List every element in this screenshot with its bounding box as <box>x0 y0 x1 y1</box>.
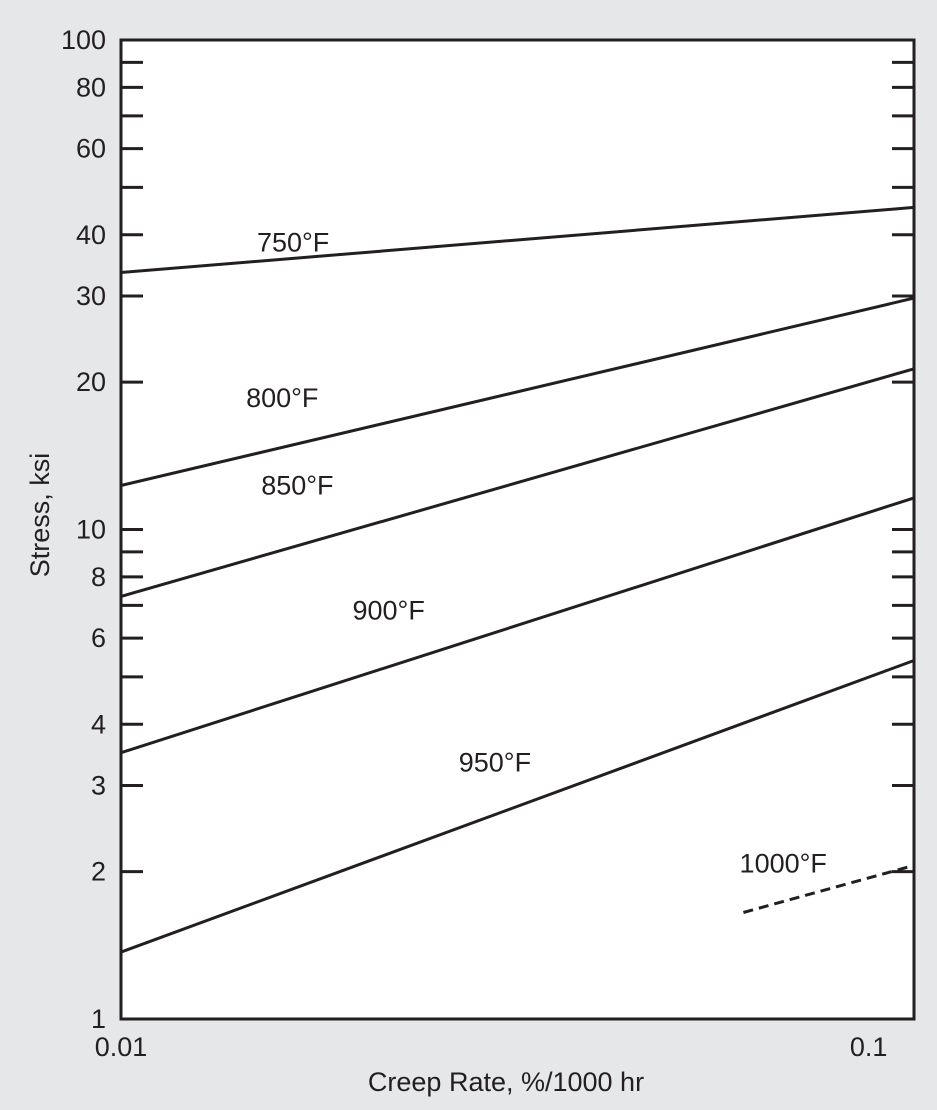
y-tick-label-6: 6 <box>91 623 106 653</box>
series-line-950f <box>120 659 915 954</box>
y-tick-label-80: 80 <box>76 72 106 102</box>
y-tick-label-40: 40 <box>76 220 106 250</box>
y-axis-title: Stress, ksi <box>25 453 55 578</box>
series-label-900f: 900°F <box>352 595 424 625</box>
y-tick-label-8: 8 <box>91 562 106 592</box>
x-tick-label-0.1: 0.1 <box>850 1032 888 1062</box>
series-line-900f <box>120 496 915 755</box>
series-line-1000f <box>743 863 915 914</box>
y-tick-label-10: 10 <box>76 515 106 545</box>
y-tick-label-2: 2 <box>91 857 106 887</box>
plot-layer <box>119 38 916 1021</box>
series-layer <box>120 205 915 954</box>
plot-area-frame <box>119 38 916 1021</box>
x-tick-label-0.01: 0.01 <box>95 1032 148 1062</box>
tick-layer: 1 2 3 4 6 8 10 20 30 40 60 80 100 0.01 0.1 <box>61 25 914 1062</box>
y-tick-label-1: 1 <box>91 1004 106 1034</box>
y-tick-label-60: 60 <box>76 134 106 164</box>
series-line-750f <box>120 205 915 274</box>
series-label-950f: 950°F <box>459 748 531 778</box>
series-label-750f: 750°F <box>257 227 329 257</box>
series-label-1000f: 1000°F <box>740 849 827 879</box>
series-label-850f: 850°F <box>261 470 333 500</box>
series-label-800f: 800°F <box>246 383 318 413</box>
series-line-850f <box>120 367 915 598</box>
x-axis-title: Creep Rate, %/1000 hr <box>368 1067 644 1097</box>
series-line-800f <box>120 296 915 487</box>
y-tick-label-3: 3 <box>91 770 106 800</box>
y-tick-label-30: 30 <box>76 281 106 311</box>
y-tick-label-4: 4 <box>91 709 106 739</box>
y-tick-label-100: 100 <box>61 25 106 55</box>
y-tick-label-20: 20 <box>76 367 106 397</box>
label-layer: 750°F 800°F 850°F 900°F 950°F 1000°F <box>246 227 827 878</box>
